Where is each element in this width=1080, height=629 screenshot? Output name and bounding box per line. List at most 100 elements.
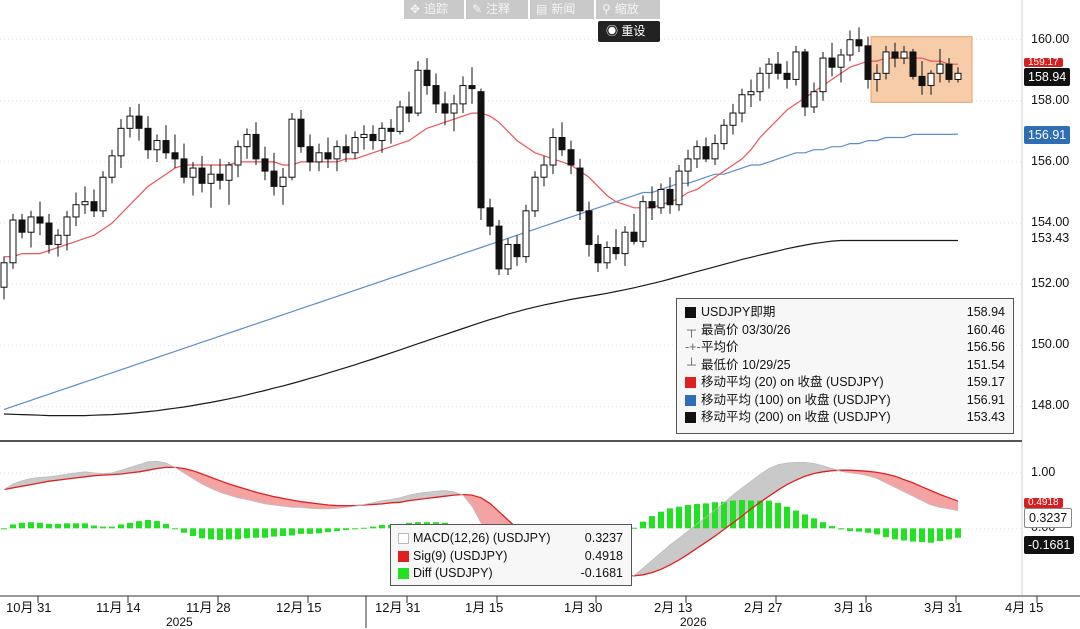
candle[interactable] [54, 229, 62, 257]
candle[interactable] [441, 91, 449, 126]
candle[interactable] [405, 91, 413, 123]
candle[interactable] [594, 235, 602, 272]
candle[interactable] [99, 171, 107, 217]
candle[interactable] [612, 229, 620, 260]
candle[interactable] [837, 48, 845, 83]
candle[interactable] [306, 134, 314, 172]
candle[interactable] [288, 113, 296, 181]
candle[interactable] [81, 186, 89, 214]
candle[interactable] [108, 149, 116, 184]
macd-legend[interactable]: MACD(12,26) (USDJPY) 0.3237 Sig(9) (USDJP… [390, 524, 632, 586]
candle[interactable] [135, 103, 143, 141]
candle[interactable] [351, 131, 359, 159]
candle[interactable] [828, 42, 836, 77]
candle[interactable] [936, 48, 944, 83]
candle[interactable] [126, 106, 134, 138]
candle[interactable] [927, 70, 935, 95]
toolbar-trace-button[interactable]: ✥ 追踪 [404, 0, 464, 19]
candle[interactable] [423, 58, 431, 95]
candle[interactable] [261, 146, 269, 181]
candle[interactable] [576, 158, 584, 220]
candle[interactable] [621, 226, 629, 266]
reset-button[interactable]: ◉ 重设 [598, 21, 660, 42]
candle[interactable] [918, 61, 926, 95]
toolbar-annotate-button[interactable]: ✎ 注释 [466, 0, 528, 19]
candle[interactable] [540, 155, 548, 187]
candle[interactable] [765, 58, 773, 89]
candle[interactable] [558, 122, 566, 156]
candle[interactable] [819, 51, 827, 101]
candle[interactable] [225, 161, 233, 205]
candle[interactable] [162, 125, 170, 159]
candle[interactable] [522, 204, 530, 263]
candle[interactable] [333, 140, 341, 172]
candle[interactable] [603, 241, 611, 269]
candle[interactable] [27, 210, 35, 248]
candle[interactable] [234, 140, 242, 178]
candle[interactable] [432, 73, 440, 114]
candle[interactable] [63, 210, 71, 251]
candle[interactable] [207, 165, 215, 208]
candle[interactable] [477, 88, 485, 220]
candle[interactable] [324, 137, 332, 169]
candle[interactable] [774, 51, 782, 80]
candle[interactable] [180, 143, 188, 184]
candle[interactable] [954, 67, 962, 83]
candle[interactable] [666, 177, 674, 214]
candle[interactable] [909, 48, 917, 80]
candle[interactable] [189, 161, 197, 196]
candle[interactable] [495, 220, 503, 275]
candle[interactable] [855, 27, 863, 52]
candle[interactable] [468, 67, 476, 104]
candle[interactable] [459, 76, 467, 114]
candle[interactable] [297, 110, 305, 153]
toolbar-zoom-button[interactable]: ⚲ 缩放 [596, 0, 660, 19]
candle[interactable] [117, 119, 125, 169]
candle[interactable] [279, 168, 287, 205]
candle[interactable] [90, 189, 98, 217]
candle[interactable] [810, 82, 818, 114]
candle[interactable] [945, 58, 953, 83]
candle[interactable] [639, 195, 647, 248]
candle[interactable] [72, 192, 80, 227]
candle[interactable] [504, 238, 512, 275]
candle[interactable] [702, 137, 710, 162]
candle[interactable] [675, 165, 683, 211]
toolbar-news-button[interactable]: ▤ 新闻 [530, 0, 594, 19]
candle[interactable] [783, 61, 791, 89]
candle[interactable] [342, 134, 350, 162]
candle[interactable] [378, 122, 386, 153]
candle[interactable] [801, 48, 809, 117]
candle[interactable] [36, 201, 44, 236]
candle[interactable] [630, 213, 638, 245]
candle[interactable] [387, 119, 395, 144]
candle[interactable] [693, 140, 701, 169]
candle[interactable] [684, 149, 692, 187]
candle[interactable] [729, 103, 737, 135]
candle[interactable] [846, 30, 854, 62]
candle[interactable] [531, 171, 539, 217]
candle[interactable] [738, 88, 746, 123]
candle[interactable] [711, 134, 719, 165]
candle[interactable] [243, 128, 251, 159]
candle[interactable] [657, 183, 665, 214]
candle[interactable] [45, 213, 53, 254]
candle[interactable] [882, 45, 890, 80]
candle[interactable] [252, 122, 260, 165]
candle[interactable] [171, 134, 179, 169]
candle[interactable] [450, 94, 458, 132]
candle[interactable] [198, 155, 206, 193]
candle[interactable] [369, 125, 377, 150]
candle[interactable] [513, 235, 521, 266]
candle[interactable] [216, 158, 224, 190]
candle[interactable] [486, 198, 494, 236]
candle[interactable] [585, 201, 593, 257]
candle[interactable] [891, 42, 899, 68]
candle[interactable] [648, 186, 656, 220]
candle[interactable] [549, 128, 557, 175]
candle[interactable] [0, 256, 8, 300]
candle[interactable] [720, 119, 728, 150]
candle[interactable] [18, 213, 26, 239]
candle[interactable] [873, 64, 881, 92]
